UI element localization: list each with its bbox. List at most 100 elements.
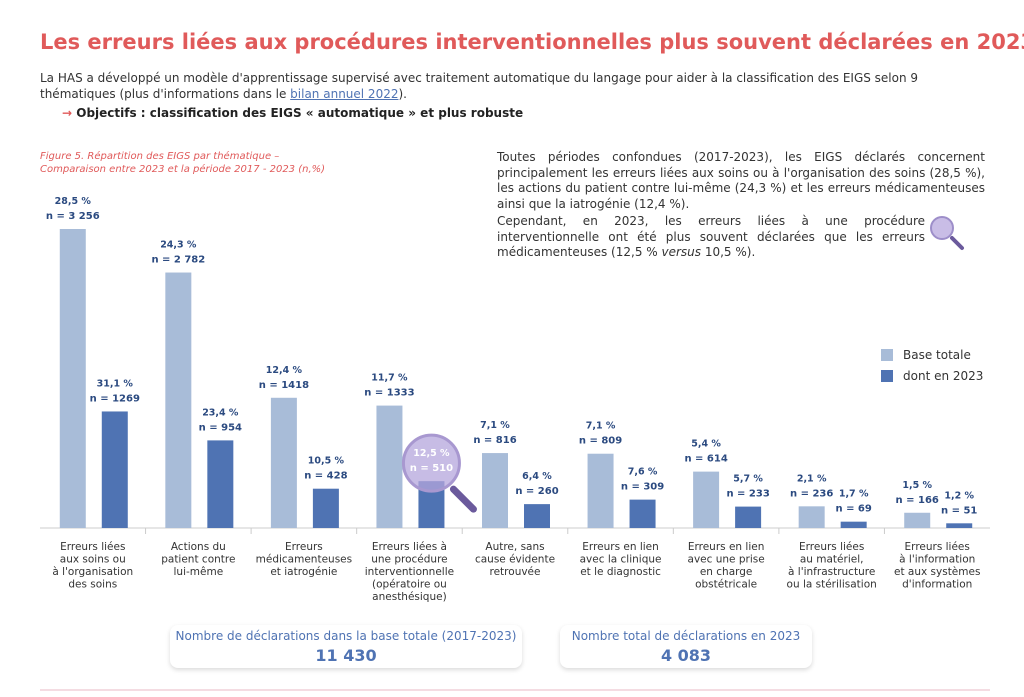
- x-tick-label: Erreurs: [285, 541, 323, 553]
- bar: [629, 499, 656, 528]
- total-label: Nombre de déclarations dans la base tota…: [175, 629, 517, 643]
- percent-label: 28,5 %: [55, 196, 92, 207]
- bar: [312, 488, 339, 528]
- x-tick-label: anesthésique): [372, 591, 447, 603]
- percent-label: 11,7 %: [371, 373, 408, 384]
- value-label: n = 260: [515, 486, 558, 497]
- bar: [165, 272, 192, 528]
- total-box: Nombre total de déclarations en 2023 4 08…: [560, 625, 812, 668]
- intro-text: ).: [398, 87, 407, 101]
- legend-label: Base totale: [903, 348, 971, 362]
- bar: [101, 411, 128, 528]
- x-tick-label: et iatrogénie: [270, 566, 337, 578]
- bar: [59, 229, 86, 528]
- bar: [376, 405, 403, 528]
- magnifier: [401, 433, 461, 493]
- paragraph: Cependant, en 2023, les erreurs liées à …: [497, 214, 925, 261]
- intro: La HAS a développé un modèle d'apprentis…: [40, 70, 990, 102]
- magnifier-handle: [449, 485, 477, 513]
- value-label: n = 3 256: [46, 211, 100, 222]
- bar: [524, 504, 550, 528]
- x-tick-label: Autre, sans: [485, 541, 544, 553]
- legend-swatch: [881, 370, 893, 382]
- bar: [270, 397, 297, 528]
- percent-label: 1,5 %: [902, 480, 932, 491]
- value-label: n = 1333: [364, 388, 414, 399]
- objective-text: Objectifs : classification des EIGS « au…: [76, 106, 524, 120]
- value-label: n = 69: [835, 504, 871, 515]
- value-label: n = 954: [199, 422, 242, 433]
- percent-label: 31,1 %: [97, 378, 134, 389]
- legend-swatch: [881, 349, 893, 361]
- value-label: n = 166: [896, 495, 939, 506]
- text: 10,5 %).: [701, 245, 756, 259]
- value-label: n = 1269: [90, 393, 140, 404]
- legend-label: dont en 2023: [903, 369, 983, 383]
- total-value: 4 083: [660, 646, 712, 665]
- x-tick-label: avec la clinique: [580, 554, 662, 566]
- percent-label: 1,7 %: [839, 489, 869, 500]
- bar: [587, 453, 614, 528]
- x-tick-label: Actions du: [171, 541, 226, 553]
- text: versus: [661, 245, 702, 259]
- percent-label: 7,1 %: [480, 420, 510, 431]
- value-label: n = 614: [684, 454, 727, 465]
- percent-label: 12,4 %: [266, 365, 303, 376]
- percent-label: 6,4 %: [522, 471, 552, 482]
- x-tick-label: Erreurs liées à: [372, 541, 447, 553]
- percent-label: 12,5 %: [413, 448, 450, 459]
- x-tick-label: à l'information: [899, 554, 975, 566]
- x-tick-label: d'information: [902, 579, 972, 591]
- value-label: n = 236: [790, 488, 833, 499]
- x-tick-label: Erreurs liées: [799, 541, 864, 553]
- percent-label: 10,5 %: [308, 456, 345, 467]
- percent-label: 23,4 %: [202, 407, 239, 418]
- value-label: n = 809: [579, 436, 622, 447]
- total-label: Nombre total de déclarations en 2023: [571, 629, 801, 643]
- caption-line: Figure 5. Répartition des EIGS par théma…: [40, 151, 280, 162]
- link[interactable]: bilan annuel 2022: [290, 87, 399, 101]
- bar: [207, 440, 234, 528]
- bar: [946, 523, 973, 528]
- x-tick-label: une procédure: [371, 554, 447, 566]
- x-tick-label: et le diagnostic: [580, 566, 661, 578]
- x-tick-label: au matériel,: [800, 554, 864, 566]
- title: Les erreurs liées aux procédures interve…: [40, 30, 1024, 54]
- value-label: n = 510: [410, 463, 453, 474]
- percent-label: 5,4 %: [691, 439, 721, 450]
- x-tick-label: interventionnelle: [365, 566, 454, 578]
- percent-label: 2,1 %: [797, 473, 827, 484]
- bar: [840, 521, 867, 528]
- caption: Figure 5. Répartition des EIGS par théma…: [40, 150, 325, 176]
- search-icon: [930, 216, 964, 250]
- bar: [693, 471, 720, 528]
- x-tick-label: patient contre: [161, 554, 235, 566]
- value-label: n = 51: [941, 505, 977, 516]
- caption-line: Comparaison entre 2023 et la période 201…: [40, 164, 326, 175]
- percent-label: 24,3 %: [160, 240, 197, 251]
- x-tick-label: (opératoire ou: [372, 579, 447, 591]
- percent-label: 1,2 %: [944, 490, 974, 501]
- intro-text: La HAS a développé un modèle d'apprentis…: [40, 71, 919, 101]
- x-tick-label: Erreurs en lien: [582, 541, 659, 553]
- value-label: n = 2 782: [151, 255, 205, 266]
- x-tick-label: avec une prise: [688, 554, 765, 566]
- paragraph: Toutes périodes confondues (2017-2023), …: [497, 150, 985, 212]
- percent-label: 7,6 %: [628, 467, 658, 478]
- total-value: 11 430: [315, 646, 377, 665]
- percent-label: 5,7 %: [733, 474, 763, 485]
- x-tick-label: cause évidente: [475, 554, 555, 566]
- value-label: n = 233: [726, 489, 769, 500]
- x-tick-label: Erreurs liées: [60, 541, 125, 553]
- text: Cependant, en 2023, les erreurs liées à …: [497, 214, 925, 259]
- value-label: n = 428: [304, 471, 347, 482]
- x-tick-label: Erreurs en lien: [688, 541, 765, 553]
- bar: [735, 506, 762, 528]
- x-tick-label: en charge: [700, 566, 753, 578]
- value-label: n = 1418: [259, 380, 309, 391]
- text: Toutes périodes confondues (2017-2023), …: [497, 150, 985, 211]
- value-label: n = 816: [473, 435, 516, 446]
- x-tick-label: médicamenteuses: [256, 554, 352, 566]
